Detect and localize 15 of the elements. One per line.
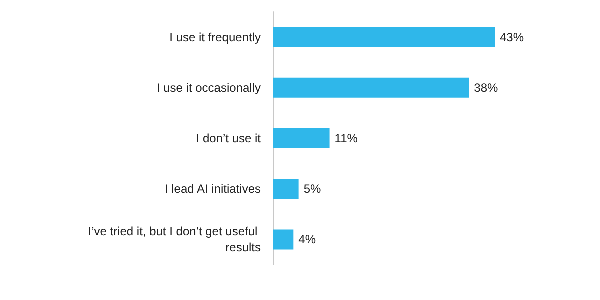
bar [273,179,299,200]
y-tick-label: I use it occasionally [156,80,261,95]
data-label: 5% [304,182,322,196]
data-label: 11% [334,132,358,146]
data-label: 43% [500,30,524,44]
y-tick-label: I lead AI initiatives [164,182,261,196]
bar [273,128,330,148]
bar [273,78,470,98]
y-tick-label: I don’t use it [196,132,262,146]
bar [273,27,495,48]
data-label: 38% [474,80,499,95]
y-tick-label: I’ve tried it, but I don’t get useful results [88,224,261,255]
y-tick-label: I use it frequently [170,30,261,44]
bar [273,230,294,250]
data-label: 4% [298,232,316,247]
